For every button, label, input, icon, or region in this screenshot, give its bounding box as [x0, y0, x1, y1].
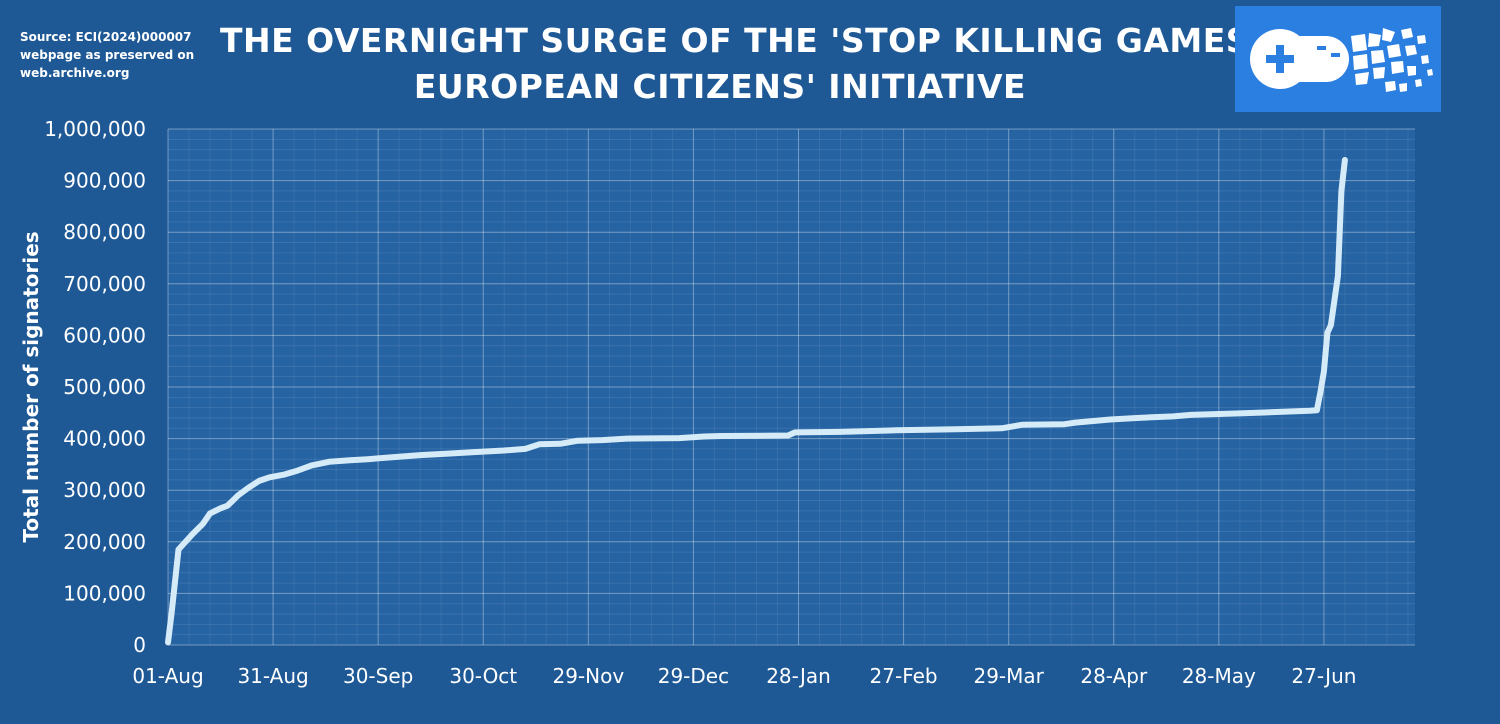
- x-tick-label: 27-Feb: [870, 664, 938, 688]
- y-tick-label: 900,000: [63, 169, 146, 193]
- y-axis: 0 100,000 200,000 300,000 400,000 500,000 600,…: [44, 117, 146, 657]
- y-tick-label: 500,000: [63, 375, 146, 399]
- source-line: Source: ECI(2024)000007: [20, 30, 192, 44]
- chart-title-line: EUROPEAN CITIZENS' INITIATIVE: [413, 67, 1027, 106]
- y-axis-label: Total number of signatories: [19, 231, 43, 542]
- chart-title-line: THE OVERNIGHT SURGE OF THE 'STOP KILLING…: [220, 21, 1261, 60]
- x-tick-label: 29-Dec: [658, 664, 729, 688]
- x-tick-label: 30-Oct: [449, 664, 517, 688]
- source-note: Source: ECI(2024)000007 webpage as prese…: [20, 28, 194, 82]
- x-tick-label: 30-Sep: [343, 664, 413, 688]
- x-axis: 01-Aug 31-Aug 30-Sep 30-Oct 29-Nov 29-Dec 28-J…: [132, 664, 1356, 688]
- x-tick-label: 28-Jan: [766, 664, 831, 688]
- x-tick-label: 28-May: [1182, 664, 1256, 688]
- y-tick-label: 0: [133, 633, 146, 657]
- gamepad-crumbling-icon: [1235, 6, 1441, 112]
- grid-major: [167, 128, 1415, 646]
- chart-title: THE OVERNIGHT SURGE OF THE 'STOP KILLING…: [220, 18, 1261, 110]
- x-tick-label: 28-Apr: [1080, 664, 1148, 688]
- y-tick-label: 1,000,000: [44, 117, 146, 141]
- x-tick-label: 01-Aug: [132, 664, 203, 688]
- y-tick-label: 300,000: [63, 478, 146, 502]
- y-tick-label: 400,000: [63, 427, 146, 451]
- y-tick-label: 100,000: [63, 581, 146, 605]
- y-tick-label: 200,000: [63, 530, 146, 554]
- x-tick-label: 29-Mar: [973, 664, 1044, 688]
- x-tick-label: 27-Jun: [1291, 664, 1356, 688]
- y-tick-label: 800,000: [63, 220, 146, 244]
- x-tick-label: 31-Aug: [237, 664, 308, 688]
- series-line: [165, 157, 1348, 646]
- y-tick-label: 600,000: [63, 323, 146, 347]
- grid-minor: [167, 128, 1415, 646]
- y-tick-label: 700,000: [63, 272, 146, 296]
- x-tick-label: 29-Nov: [552, 664, 624, 688]
- source-line: web.archive.org: [20, 66, 130, 80]
- plot-area: [168, 129, 1415, 645]
- source-line: webpage as preserved on: [20, 48, 195, 62]
